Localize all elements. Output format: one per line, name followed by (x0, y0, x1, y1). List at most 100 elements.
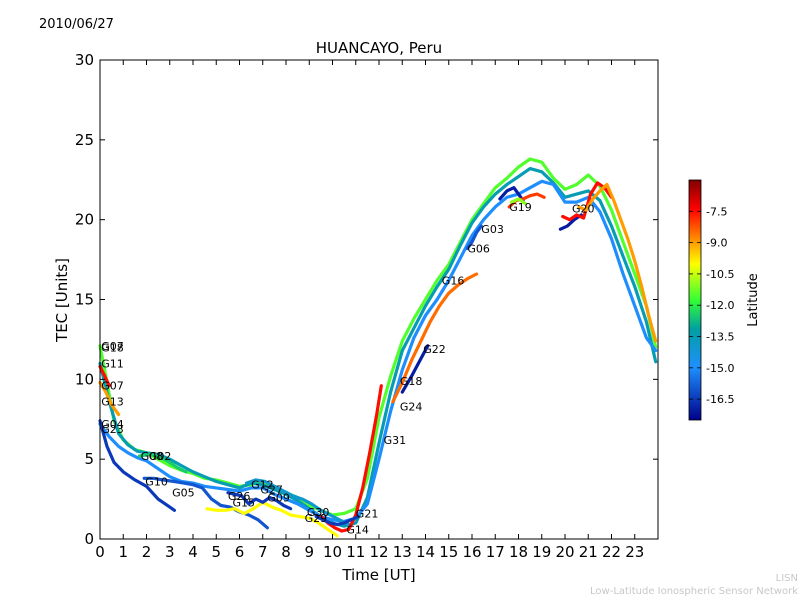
x-tick-label: 12 (369, 543, 388, 561)
x-tick-label: 21 (579, 543, 598, 561)
tec-track-track-07 (98, 365, 111, 388)
satellite-label: G16 (442, 274, 465, 287)
colorbar-tick-label: -10.5 (706, 268, 734, 281)
y-tick-label: 20 (75, 211, 94, 229)
tec-track-track-06 (98, 380, 121, 417)
colorbar-tick-label: -12.0 (706, 299, 734, 312)
satellite-label: G30 (307, 506, 330, 519)
tec-track-track-04 (98, 419, 176, 512)
tec-track-track-19 (509, 197, 528, 206)
colorbar-tick-label: -15.0 (706, 362, 734, 375)
credit-name: Low-Latitude Ionospheric Sensor Network (590, 586, 798, 597)
tec-track-track-22 (577, 182, 658, 343)
x-tick-label: 4 (188, 543, 198, 561)
x-tick-label: 1 (118, 543, 128, 561)
satellite-label: G02 (149, 450, 172, 463)
x-tick-label: 5 (211, 543, 221, 561)
x-tick-label: 19 (532, 543, 551, 561)
tracks-layer (98, 157, 658, 538)
satellite-label: G14 (346, 523, 369, 536)
satellite-label: G06 (467, 242, 490, 255)
y-axis: 0 5 10 15 20 25 30 (75, 51, 658, 548)
y-tick-label: 15 (75, 291, 94, 309)
x-tick-label: 16 (462, 543, 481, 561)
satellite-label: G07 (101, 340, 124, 353)
satellite-label: G31 (384, 434, 407, 447)
x-tick-label: 9 (304, 543, 314, 561)
tec-track-track-13 (314, 514, 360, 527)
satellite-label: G18 (101, 341, 124, 354)
satellite-label: G20 (572, 203, 595, 216)
colorbar-tick-label: -13.5 (706, 331, 734, 344)
colorbar-tick-label: -9.0 (706, 237, 727, 250)
x-tick-label: 13 (393, 543, 412, 561)
satellite-label: G05 (172, 487, 195, 500)
x-tick-label: 6 (235, 543, 245, 561)
colorbar (688, 179, 702, 421)
satellite-label: G10 (145, 476, 168, 489)
y-tick-label: 0 (84, 530, 94, 548)
tec-track-track-11 (244, 478, 351, 527)
y-axis-label: TEC [Units] (53, 258, 71, 343)
colorbar-tick-label: -16.5 (706, 393, 734, 406)
tec-track-track-12 (319, 384, 383, 533)
tec-track-track-16 (465, 224, 483, 250)
satellite-label: G21 (356, 508, 379, 521)
tec-track-track-10 (226, 491, 293, 511)
x-tick-label: 17 (486, 543, 505, 561)
x-tick-label: 3 (165, 543, 175, 561)
satellite-label: G13 (101, 396, 124, 409)
colorbar-ticks: -7.5 -9.0 -10.5 -12.0 -13.5 -15.0 -16.5 (689, 205, 734, 406)
satellite-label: G22 (423, 343, 446, 356)
satellite-label: G07 (101, 380, 124, 393)
tec-track-track-02 (98, 167, 658, 528)
x-tick-label: 22 (602, 543, 621, 561)
y-tick-label: 30 (75, 51, 94, 69)
date-stamp: 2010/06/27 (39, 17, 114, 32)
tec-track-track-17 (498, 186, 525, 203)
x-tick-label: 0 (95, 543, 105, 561)
x-axis-label: Time [UT] (341, 566, 415, 584)
x-tick-label: 8 (281, 543, 291, 561)
satellite-label: G19 (509, 201, 532, 214)
satellite-label: G27 (260, 484, 283, 497)
x-tick-label: 15 (439, 543, 458, 561)
tec-track-track-09 (205, 500, 339, 538)
satellite-label: G08 (141, 450, 164, 463)
satellite-label: G03 (481, 223, 504, 236)
x-tick-label: 7 (258, 543, 268, 561)
tec-track-track-08 (137, 452, 188, 474)
satellite-label: G29 (305, 512, 328, 525)
satellite-label: G26 (228, 490, 251, 503)
chart-title: HUANCAYO, Peru (316, 39, 442, 57)
satellite-label: G12 (251, 479, 274, 492)
x-tick-label: 18 (509, 543, 528, 561)
tec-track-track-14 (391, 272, 479, 404)
satellite-label: G09 (267, 492, 290, 505)
x-axis: 0 1 2 3 4 5 6 7 8 9 10 11 12 13 14 15 16 17 18 19 20 21 22 23 (95, 60, 644, 561)
satellite-label: G18 (400, 375, 423, 388)
y-tick-label: 5 (84, 450, 94, 468)
y-tick-label: 10 (75, 370, 94, 388)
satellite-label: G11 (101, 357, 124, 370)
satellite-label: G24 (400, 401, 423, 414)
colorbar-tick-label: -7.5 (706, 205, 727, 218)
colorbar-label: Latitude (746, 273, 761, 327)
satellite-label: G23 (101, 423, 124, 436)
x-tick-label: 10 (323, 543, 342, 561)
x-tick-label: 14 (416, 543, 435, 561)
y-tick-label: 25 (75, 131, 94, 149)
x-tick-label: 20 (555, 543, 574, 561)
tec-track-track-15 (400, 344, 430, 394)
x-tick-label: 23 (625, 543, 644, 561)
credit-acronym: LISN (775, 573, 798, 584)
satellite-label: G15 (233, 496, 256, 509)
x-tick-label: 2 (142, 543, 152, 561)
x-tick-label: 11 (346, 543, 365, 561)
lisn-credit: LISN Low-Latitude Ionospheric Sensor Net… (590, 572, 798, 598)
tec-track-track-05 (142, 476, 269, 530)
tec-track-track-20 (558, 213, 583, 231)
satellite-label: G04 (101, 418, 124, 431)
